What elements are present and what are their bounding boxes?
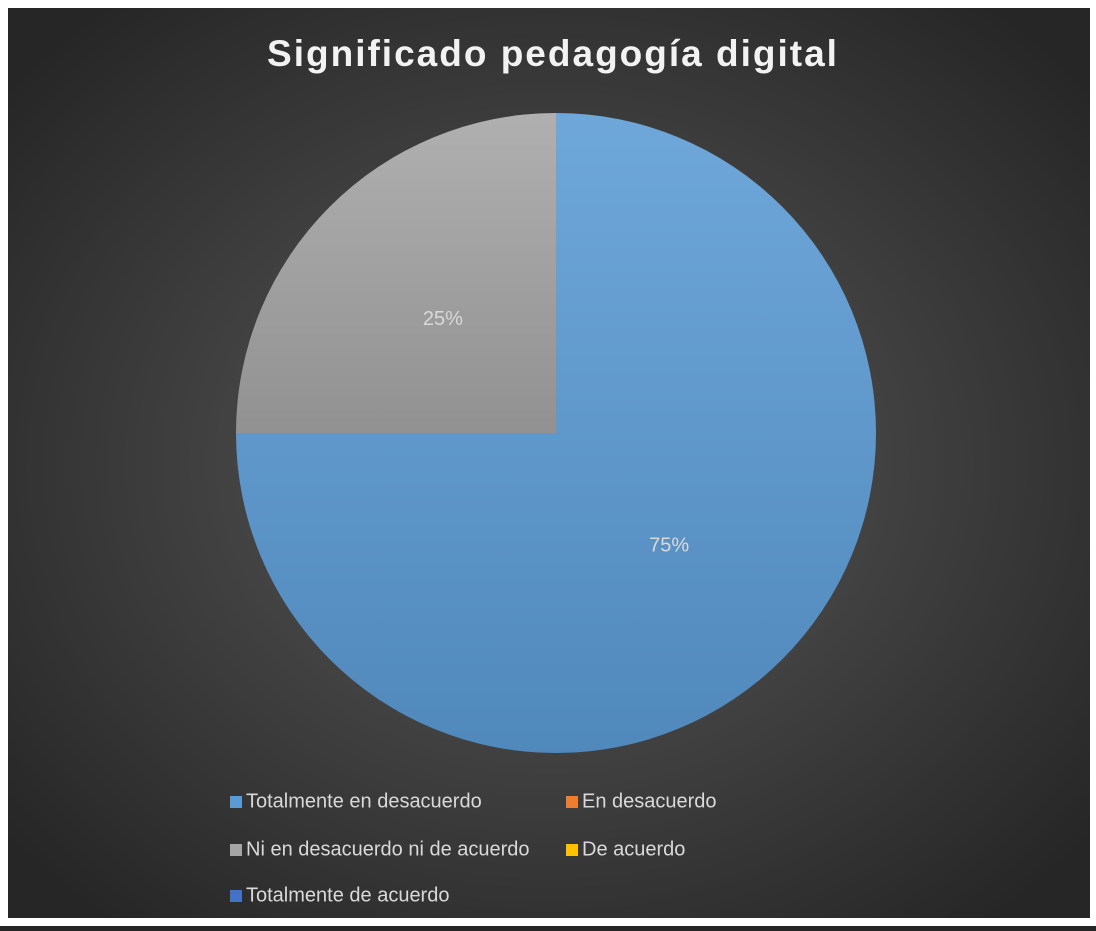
slice-shade <box>236 113 556 433</box>
legend-swatch <box>230 796 242 808</box>
legend-label: De acuerdo <box>582 838 685 860</box>
legend-swatch <box>230 890 242 902</box>
legend-label: En desacuerdo <box>582 790 717 812</box>
legend-label: Totalmente de acuerdo <box>246 884 449 906</box>
legend-label: Totalmente en desacuerdo <box>246 790 482 812</box>
legend-swatch <box>566 844 578 856</box>
chart-title: Significado pedagogía digital <box>267 33 839 74</box>
legend-swatch <box>230 844 242 856</box>
data-label: 75% <box>649 534 689 556</box>
data-label: 25% <box>423 308 463 330</box>
legend-label: Ni en desacuerdo ni de acuerdo <box>246 838 530 860</box>
legend-swatch <box>566 796 578 808</box>
